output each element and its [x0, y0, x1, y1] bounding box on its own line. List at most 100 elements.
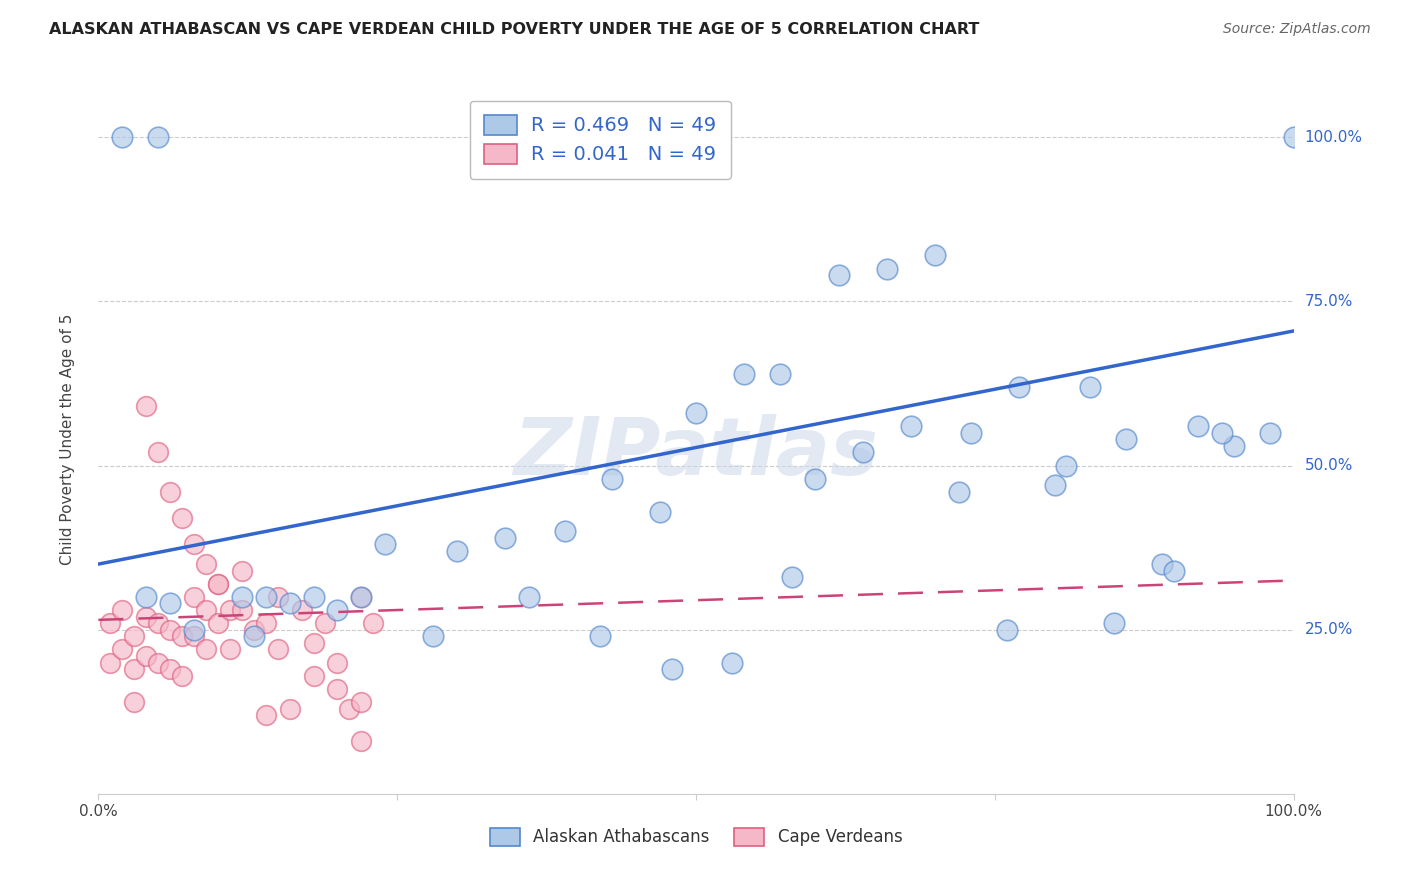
Point: [960, 425, 983, 440]
Point: [159, 662, 181, 676]
Point: [1056, 458, 1078, 473]
Point: [135, 648, 157, 663]
Point: [339, 701, 361, 715]
Point: [111, 130, 134, 145]
Point: [494, 531, 516, 545]
Point: [267, 642, 290, 657]
Point: [589, 629, 612, 643]
Point: [267, 590, 290, 604]
Point: [291, 603, 314, 617]
Point: [804, 472, 827, 486]
Point: [1080, 380, 1102, 394]
Point: [1187, 419, 1209, 434]
Point: [98, 616, 122, 631]
Point: [195, 557, 218, 571]
Point: [1104, 616, 1126, 631]
Point: [243, 623, 266, 637]
Point: [721, 656, 744, 670]
Point: [159, 484, 181, 499]
Point: [148, 445, 170, 459]
Point: [876, 261, 898, 276]
Point: [1043, 478, 1066, 492]
Point: [302, 636, 325, 650]
Point: [602, 472, 624, 486]
Point: [995, 623, 1018, 637]
Point: [207, 576, 229, 591]
Point: [1163, 564, 1185, 578]
Point: [148, 130, 170, 145]
Point: [159, 597, 181, 611]
Point: [254, 590, 277, 604]
Point: [350, 695, 373, 709]
Point: [124, 629, 146, 643]
Text: ZIPatlas: ZIPatlas: [513, 415, 879, 492]
Point: [98, 656, 122, 670]
Point: [350, 590, 373, 604]
Point: [315, 616, 337, 631]
Point: [254, 616, 277, 631]
Point: [243, 629, 266, 643]
Point: [661, 662, 683, 676]
Point: [648, 504, 672, 518]
Point: [207, 616, 229, 631]
Point: [172, 629, 194, 643]
Point: [948, 484, 970, 499]
Point: [195, 642, 218, 657]
Point: [135, 609, 157, 624]
Point: [135, 400, 157, 414]
Point: [159, 623, 181, 637]
Point: [1152, 557, 1174, 571]
Point: [768, 367, 790, 381]
Point: [326, 681, 349, 696]
Point: [148, 656, 170, 670]
Legend: Alaskan Athabascans, Cape Verdeans: Alaskan Athabascans, Cape Verdeans: [482, 821, 910, 853]
Point: [828, 268, 851, 282]
Point: [326, 656, 349, 670]
Point: [900, 419, 922, 434]
Point: [374, 537, 396, 551]
Point: [1008, 380, 1031, 394]
Text: Source: ZipAtlas.com: Source: ZipAtlas.com: [1223, 22, 1371, 37]
Point: [183, 590, 205, 604]
Point: [183, 629, 205, 643]
Point: [302, 669, 325, 683]
Point: [135, 590, 157, 604]
Text: 25.0%: 25.0%: [1305, 623, 1353, 637]
Point: [733, 367, 755, 381]
Point: [685, 406, 707, 420]
Point: [195, 603, 218, 617]
Point: [517, 590, 540, 604]
Point: [350, 590, 373, 604]
Point: [446, 544, 468, 558]
Point: [172, 669, 194, 683]
Point: [1211, 425, 1233, 440]
Y-axis label: Child Poverty Under the Age of 5: Child Poverty Under the Age of 5: [60, 314, 75, 565]
Point: [254, 708, 277, 723]
Point: [363, 616, 385, 631]
Point: [183, 537, 205, 551]
Point: [554, 524, 576, 539]
Point: [278, 597, 301, 611]
Point: [231, 603, 253, 617]
Point: [124, 662, 146, 676]
Point: [1282, 130, 1305, 145]
Point: [183, 623, 205, 637]
Point: [172, 511, 194, 525]
Point: [219, 603, 242, 617]
Point: [1223, 439, 1246, 453]
Point: [1115, 433, 1137, 447]
Point: [302, 590, 325, 604]
Text: 50.0%: 50.0%: [1305, 458, 1353, 473]
Point: [422, 629, 444, 643]
Text: 100.0%: 100.0%: [1305, 129, 1362, 145]
Text: ALASKAN ATHABASCAN VS CAPE VERDEAN CHILD POVERTY UNDER THE AGE OF 5 CORRELATION : ALASKAN ATHABASCAN VS CAPE VERDEAN CHILD…: [49, 22, 980, 37]
Point: [148, 616, 170, 631]
Point: [231, 590, 253, 604]
Point: [350, 734, 373, 748]
Point: [278, 701, 301, 715]
Point: [852, 445, 875, 459]
Point: [1258, 425, 1281, 440]
Point: [924, 248, 946, 262]
Point: [111, 603, 134, 617]
Point: [326, 603, 349, 617]
